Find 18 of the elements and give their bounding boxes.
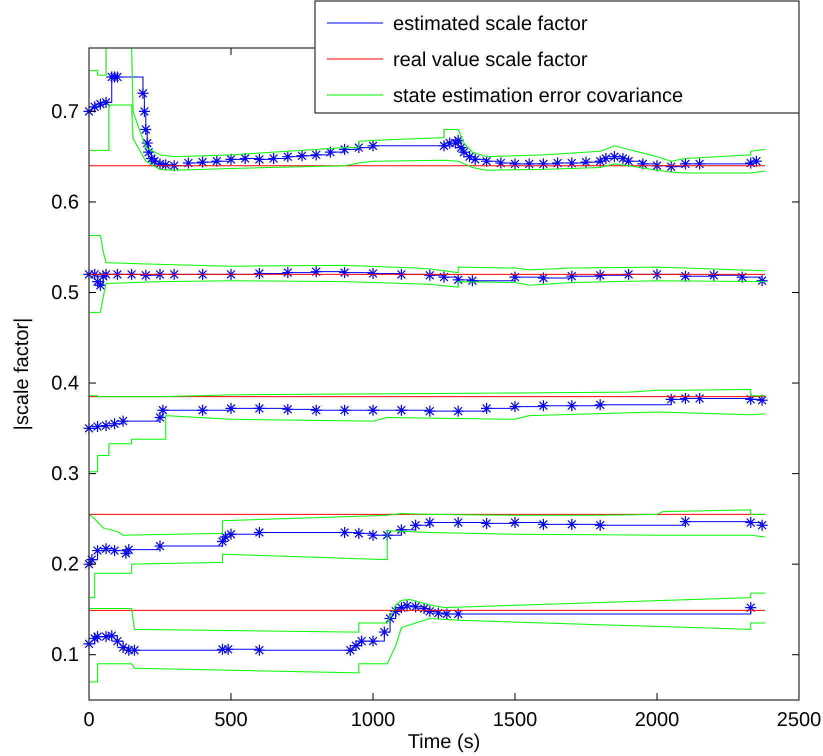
y-tick-label: 0.5: [51, 282, 79, 304]
legend-label: real value scale factor: [393, 49, 588, 71]
x-tick-label: 2000: [634, 709, 680, 732]
x-tick-label: 1000: [350, 709, 396, 732]
x-tick-label: 1500: [492, 709, 538, 732]
y-tick-label: 0.3: [51, 463, 79, 486]
y-axis-title: |scale factor|: [11, 318, 33, 430]
x-tick-label: 2500: [776, 709, 822, 732]
x-tick-label: 500: [214, 709, 248, 732]
y-tick-label: 0.7: [51, 100, 79, 123]
y-tick-label: 0.6: [51, 191, 79, 214]
x-axis-title: Time (s): [408, 731, 480, 753]
y-tick-label: 0.4: [51, 372, 79, 394]
legend-label: state estimation error covariance: [393, 85, 684, 107]
y-tick-label: 0.1: [51, 644, 79, 666]
y-tick-label: 0.2: [51, 554, 79, 576]
legend-label: estimated scale factor: [393, 13, 588, 35]
x-tick-label: 0: [83, 709, 95, 732]
